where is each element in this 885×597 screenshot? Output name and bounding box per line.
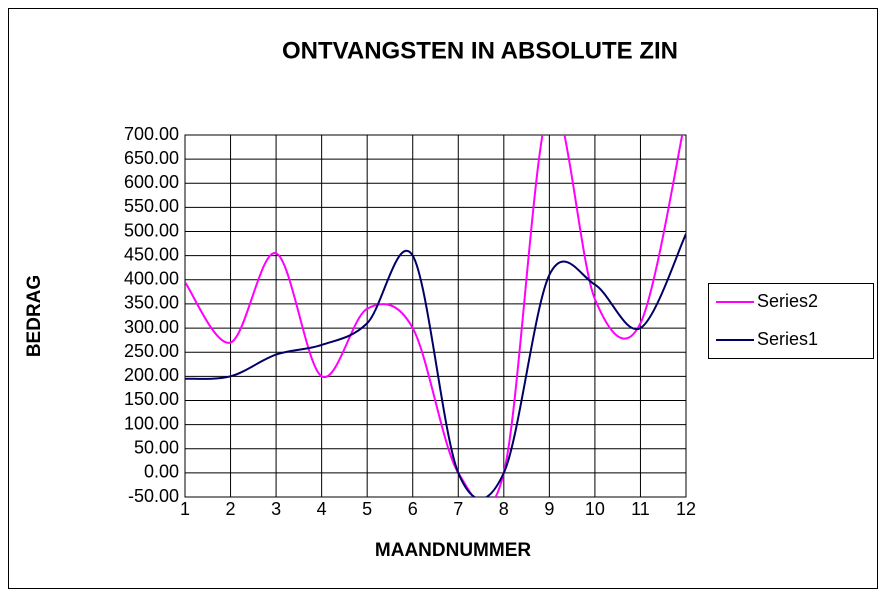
y-tick-label: 500.00: [124, 220, 179, 240]
legend: [708, 283, 874, 359]
y-tick-label: -50.00: [128, 486, 179, 506]
x-tick-label: 5: [362, 499, 372, 519]
y-tick-label: 0.00: [144, 462, 179, 482]
plot-series: [185, 135, 686, 497]
x-tick-label: 6: [408, 499, 418, 519]
legend-label: Series1: [757, 329, 818, 349]
x-tick-label: 8: [499, 499, 509, 519]
y-tick-label: 550.00: [124, 196, 179, 216]
data-line: [185, 233, 686, 497]
x-tick-label: 9: [544, 499, 554, 519]
x-tick-label: 4: [317, 499, 327, 519]
y-tick-label: 150.00: [124, 389, 179, 409]
y-tick-label: 600.00: [124, 172, 179, 192]
x-tick-label: 11: [631, 499, 650, 519]
chart-title: ONTVANGSTEN IN ABSOLUTE ZIN: [282, 37, 678, 64]
y-tick-label: 350.00: [124, 293, 179, 313]
legend-label: Series2: [757, 291, 818, 311]
y-tick-label: 650.00: [124, 148, 179, 168]
y-tick-label: 450.00: [124, 244, 179, 264]
y-tick-label: 700.00: [124, 124, 179, 144]
x-tick-label: 1: [180, 499, 190, 519]
x-tick-label: 10: [585, 499, 605, 519]
x-tick-label: 3: [271, 499, 281, 519]
y-tick-label: 50.00: [134, 437, 179, 457]
x-axis-title: MAANDNUMMER: [375, 540, 531, 561]
y-tick-label: 100.00: [124, 413, 179, 433]
y-axis-title: BEDRAG: [24, 275, 45, 357]
y-tick-label: 250.00: [124, 341, 179, 361]
y-tick-label: 400.00: [124, 269, 179, 289]
x-tick-label: 12: [676, 499, 696, 519]
data-line: [185, 135, 684, 497]
x-tick-label: 7: [453, 499, 463, 519]
plot-border: [184, 134, 687, 498]
x-tick-label: 2: [226, 499, 236, 519]
y-tick-label: 200.00: [124, 365, 179, 385]
y-tick-label: 300.00: [124, 317, 179, 337]
